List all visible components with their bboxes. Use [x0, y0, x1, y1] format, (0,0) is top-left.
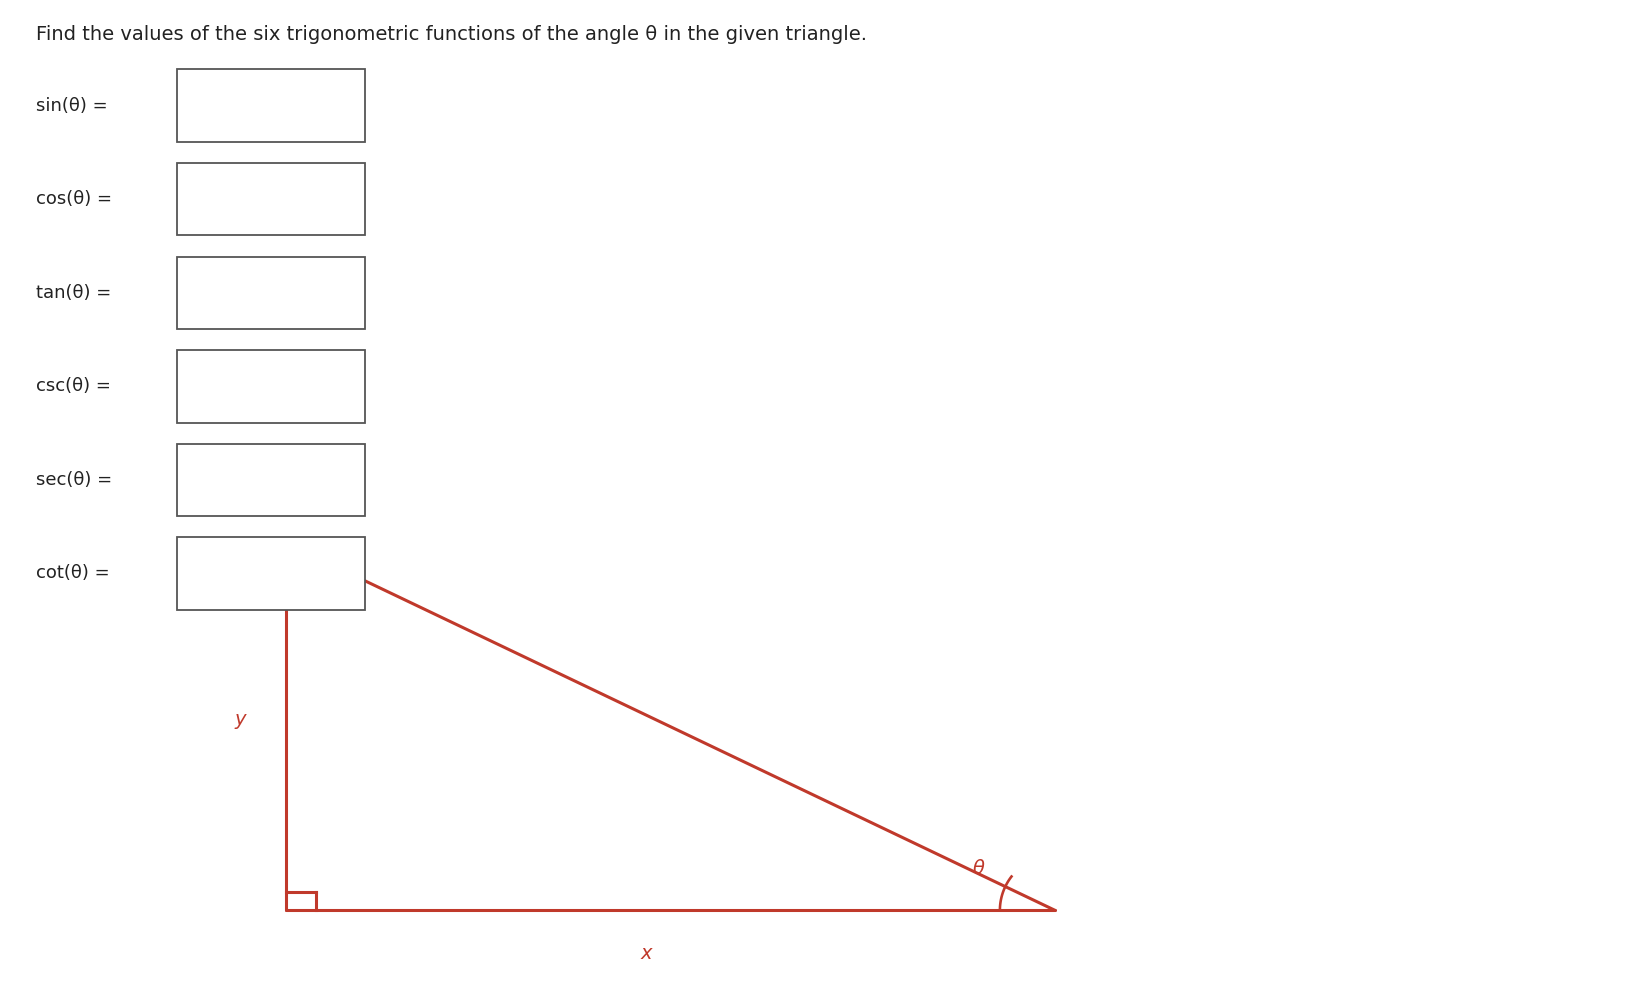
Text: csc(θ) =: csc(θ) =: [36, 377, 111, 395]
FancyBboxPatch shape: [177, 69, 365, 142]
Text: sin(θ) =: sin(θ) =: [36, 97, 108, 115]
FancyBboxPatch shape: [177, 350, 365, 423]
Text: θ: θ: [972, 859, 985, 877]
FancyBboxPatch shape: [177, 163, 365, 235]
Text: cos(θ) =: cos(θ) =: [36, 190, 111, 208]
Text: y: y: [234, 710, 247, 728]
Text: Find the values of the six trigonometric functions of the angle θ in the given t: Find the values of the six trigonometric…: [36, 25, 867, 44]
Text: tan(θ) =: tan(θ) =: [36, 284, 111, 302]
FancyBboxPatch shape: [177, 537, 365, 610]
Text: x: x: [640, 945, 653, 963]
Text: cot(θ) =: cot(θ) =: [36, 564, 110, 582]
Text: sec(θ) =: sec(θ) =: [36, 471, 113, 489]
FancyBboxPatch shape: [177, 257, 365, 329]
FancyBboxPatch shape: [177, 444, 365, 516]
